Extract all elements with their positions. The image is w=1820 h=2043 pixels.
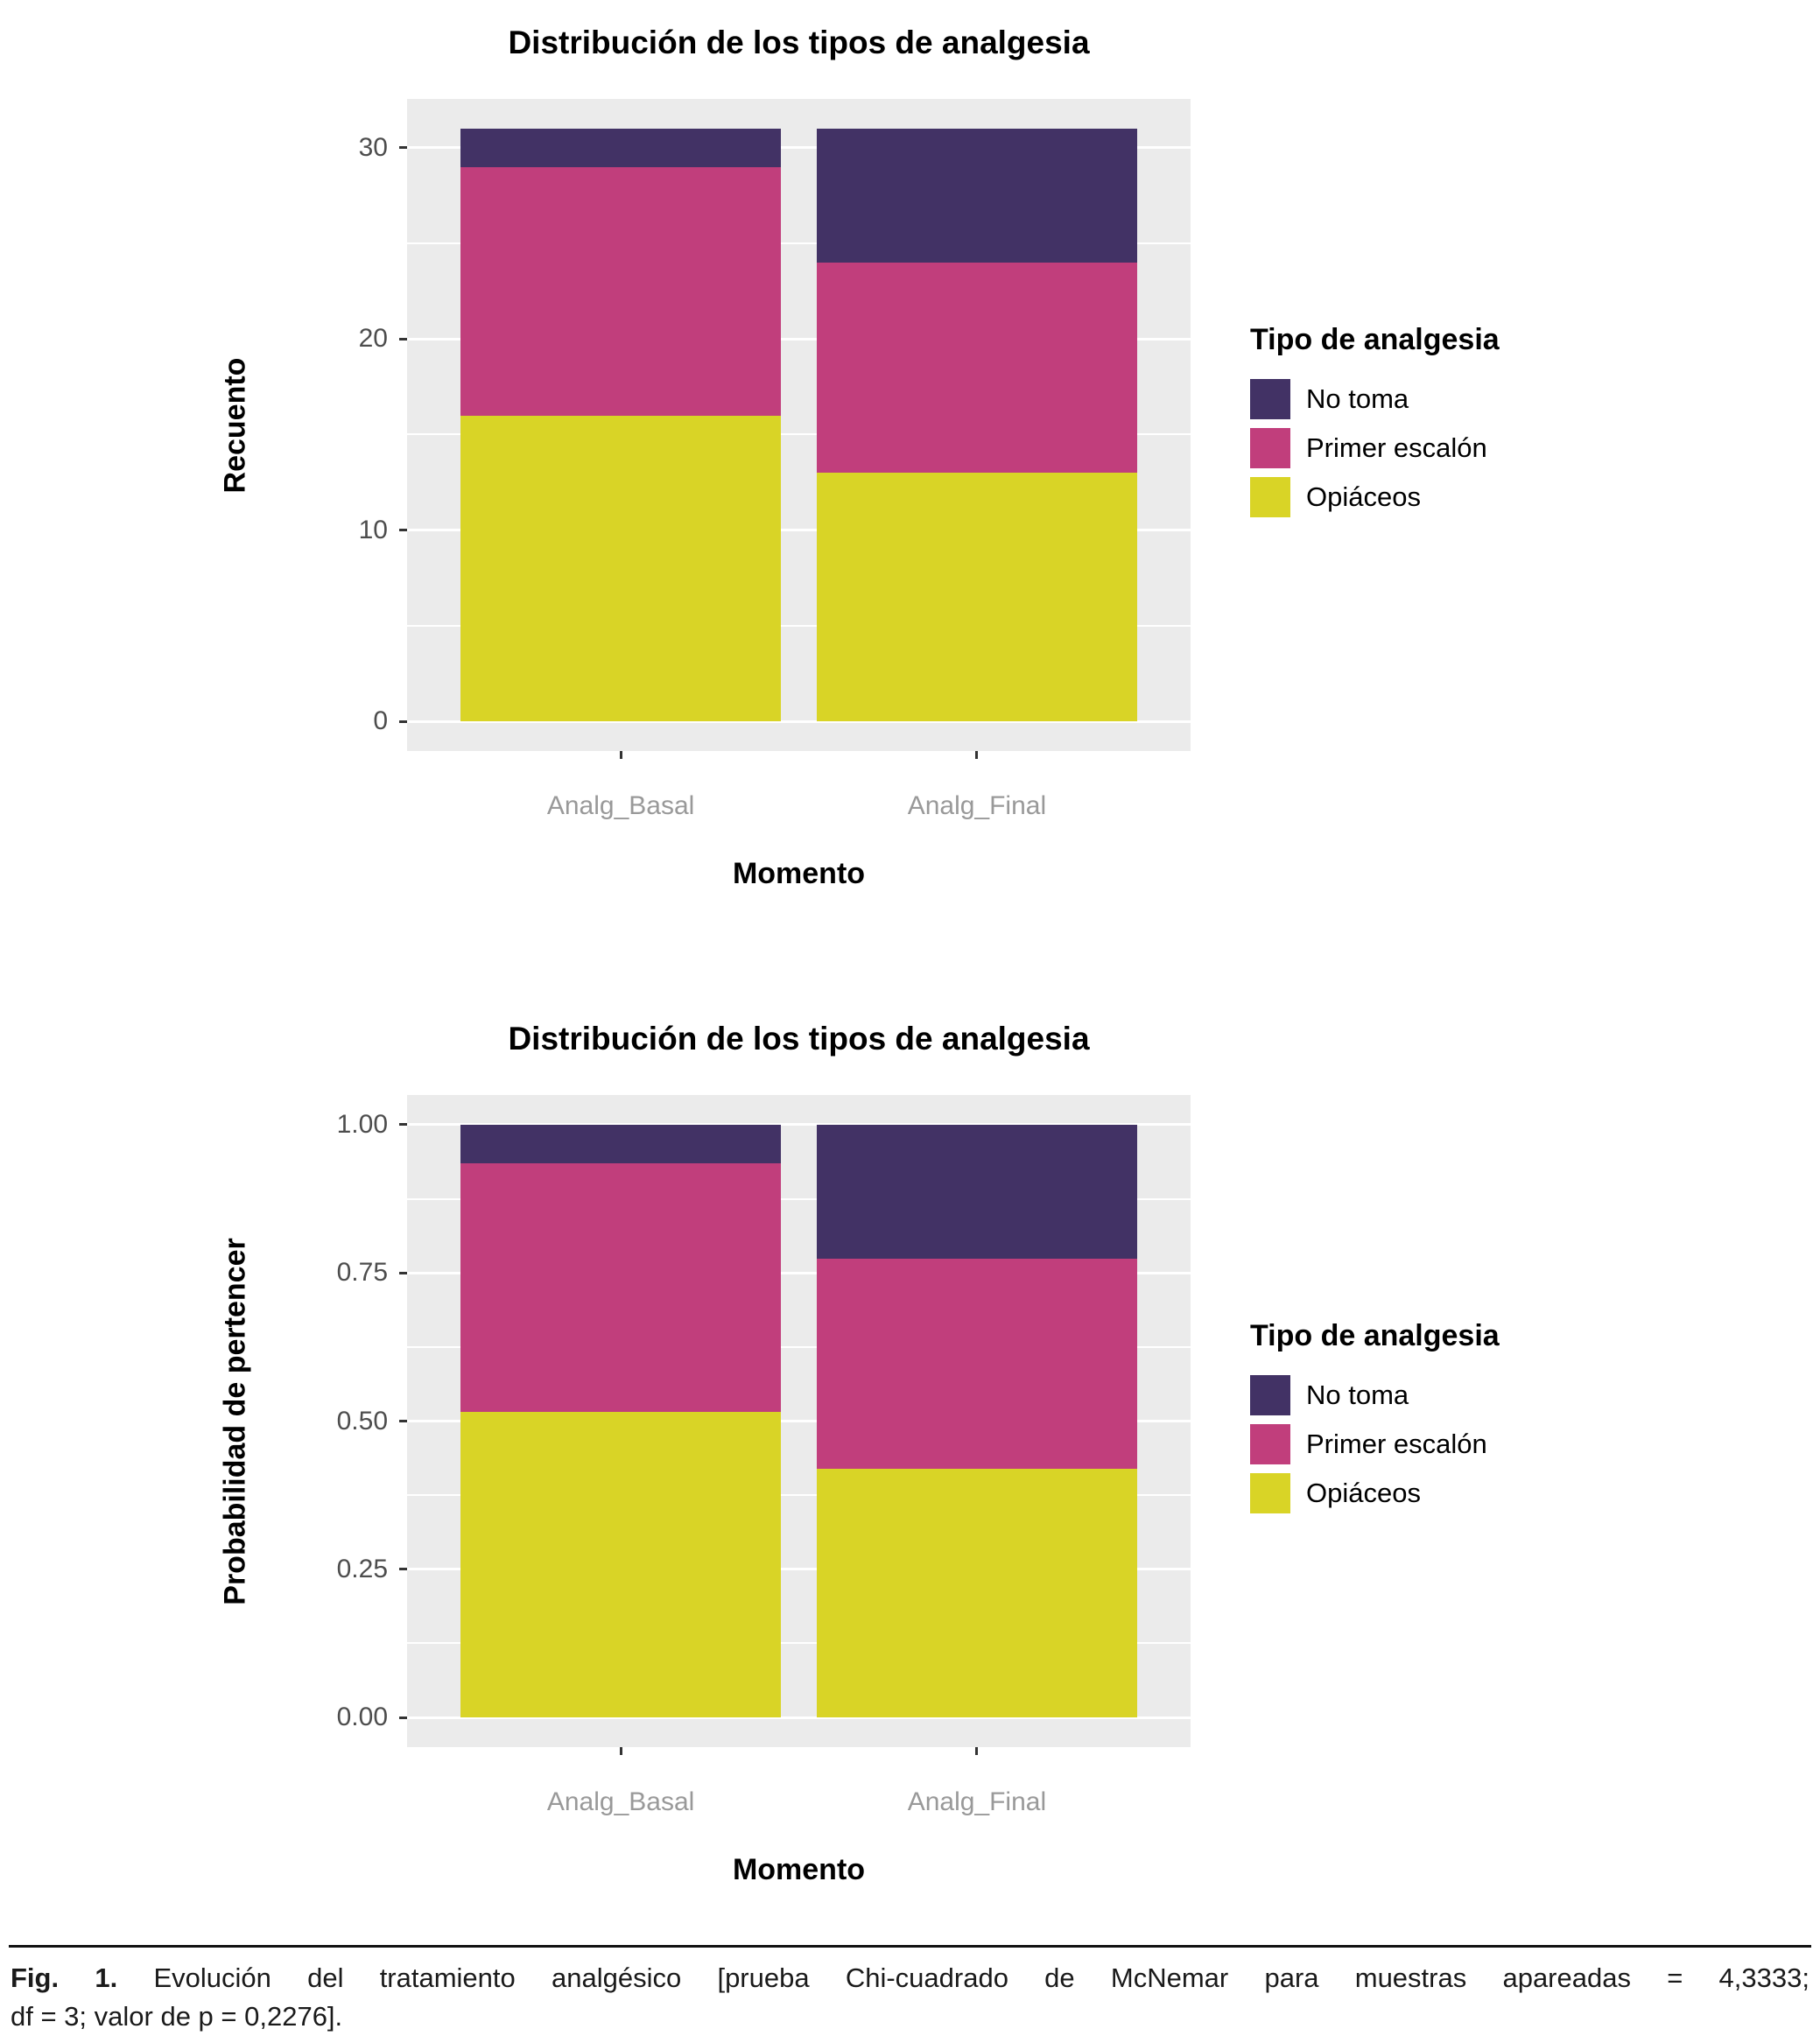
bar-segment-analg-final-opiaceos — [816, 1469, 1137, 1718]
x-axis-tick — [975, 1747, 979, 1755]
legend-entry-no-toma: No toma — [1250, 375, 1500, 424]
chart-title: Distribución de los tipos de analgesia — [508, 25, 1090, 60]
legend-title: Tipo de analgesia — [1250, 322, 1500, 356]
minor-gridline — [407, 433, 1191, 436]
bar-segment-analg-final-primer-escalon — [816, 262, 1137, 474]
figure-caption-line2: df = 3; valor de p = 0,2276]. — [11, 2001, 343, 2032]
legend: Tipo de analgesia No toma Primer escalón Op… — [1250, 1319, 1500, 1518]
x-axis-tick-label: Analg_Final — [907, 1787, 1047, 1816]
y-axis-tick — [399, 529, 407, 532]
bar-segment-analg-final-primer-escalon — [816, 1258, 1137, 1470]
legend-entry-label: Opiáceos — [1306, 481, 1421, 512]
y-axis-tick — [399, 720, 407, 723]
x-axis-tick-label: Analg_Basal — [546, 791, 695, 820]
major-gridline — [407, 146, 1191, 150]
x-axis-tick — [619, 1747, 622, 1755]
legend-entry-label: Primer escalón — [1306, 1428, 1487, 1459]
legend-entry-label: No toma — [1306, 383, 1409, 414]
figure-caption-text: Evolución del tratamiento analgésico [pr… — [153, 1962, 1809, 1993]
bar-segment-analg-basal-opiaceos — [460, 1411, 782, 1718]
minor-gridline — [407, 1494, 1191, 1497]
y-axis-tick-label: 0.25 — [336, 1554, 388, 1583]
legend-swatch-opiaceos — [1250, 1472, 1290, 1513]
y-axis-tick-label: 0 — [373, 706, 388, 736]
bar-segment-analg-final-no-toma — [816, 1124, 1137, 1259]
bar-segment-analg-basal-no-toma — [460, 128, 782, 167]
y-axis-title: Recuento — [218, 357, 251, 493]
legend-entry-primer-escalon: Primer escalón — [1250, 424, 1500, 473]
bar-segment-analg-basal-primer-escalon — [460, 166, 782, 416]
minor-gridline — [407, 624, 1191, 627]
legend-entry-opiaceos: Opiáceos — [1250, 473, 1500, 522]
legend: Tipo de analgesia No toma Primer escalón Op… — [1250, 323, 1500, 522]
y-axis-tick-label: 0.75 — [336, 1258, 388, 1288]
y-axis-tick — [399, 1716, 407, 1719]
caption-divider — [9, 1945, 1811, 1948]
legend-entry-opiaceos: Opiáceos — [1250, 1469, 1500, 1518]
legend-swatch-no-toma — [1250, 1374, 1290, 1415]
figure-caption-label: Fig. 1. — [11, 1962, 118, 1993]
figure-caption-line1: Fig. 1. Evolución del tratamiento analgé… — [11, 1959, 1809, 1997]
y-axis-tick-label: 30 — [358, 132, 388, 162]
y-axis-tick — [399, 1123, 407, 1127]
minor-gridline — [407, 1197, 1191, 1200]
legend-entry-label: Primer escalón — [1306, 432, 1487, 463]
legend-entry-label: Opiáceos — [1306, 1477, 1421, 1508]
bar-segment-analg-final-no-toma — [816, 128, 1137, 263]
major-gridline — [407, 1716, 1191, 1719]
major-gridline — [407, 337, 1191, 340]
plot-panel — [407, 99, 1191, 751]
legend-entry-label: No toma — [1306, 1379, 1409, 1410]
major-gridline — [407, 529, 1191, 532]
x-axis-tick-label: Analg_Final — [907, 791, 1047, 820]
major-gridline — [407, 1123, 1191, 1127]
major-gridline — [407, 720, 1191, 723]
bar-segment-analg-basal-primer-escalon — [460, 1162, 782, 1412]
minor-gridline — [407, 1345, 1191, 1348]
x-axis-tick-label: Analg_Basal — [546, 1787, 695, 1816]
chart-title: Distribución de los tipos de analgesia — [508, 1021, 1090, 1057]
legend-swatch-primer-escalon — [1250, 1423, 1290, 1464]
legend-entry-no-toma: No toma — [1250, 1371, 1500, 1420]
y-axis-tick-label: 20 — [358, 324, 388, 354]
minor-gridline — [407, 1642, 1191, 1645]
figure-caption: Fig. 1. Evolución del tratamiento analgé… — [11, 1959, 1809, 2036]
y-axis-tick-label: 1.00 — [336, 1109, 388, 1139]
legend-swatch-primer-escalon — [1250, 427, 1290, 468]
major-gridline — [407, 1568, 1191, 1571]
y-axis-tick — [399, 337, 407, 340]
legend-entry-primer-escalon: Primer escalón — [1250, 1420, 1500, 1469]
major-gridline — [407, 1271, 1191, 1274]
plot-panel — [407, 1095, 1191, 1747]
y-axis-tick-label: 10 — [358, 515, 388, 544]
y-axis-tick — [399, 1420, 407, 1422]
legend-swatch-no-toma — [1250, 378, 1290, 419]
chart-probabilidad: Distribución de los tipos de analgesia 0.… — [0, 1003, 1820, 1983]
x-axis-title: Momento — [732, 857, 866, 890]
y-axis-tick-label: 0.50 — [336, 1406, 388, 1436]
legend-swatch-opiaceos — [1250, 476, 1290, 517]
y-axis-tick — [399, 1568, 407, 1571]
y-axis-tick-label: 0.00 — [336, 1702, 388, 1732]
bar-segment-analg-basal-opiaceos — [460, 415, 782, 722]
y-axis-tick — [399, 1271, 407, 1274]
major-gridline — [407, 1420, 1191, 1422]
bar-segment-analg-basal-no-toma — [460, 1124, 782, 1163]
x-axis-tick — [619, 751, 622, 759]
x-axis-tick — [975, 751, 979, 759]
x-axis-title: Momento — [732, 1853, 866, 1886]
legend-title: Tipo de analgesia — [1250, 1318, 1500, 1352]
bar-segment-analg-final-opiaceos — [816, 473, 1137, 722]
chart-recuento: Distribución de los tipos de analgesia 0 1… — [0, 7, 1820, 987]
minor-gridline — [407, 242, 1191, 244]
y-axis-title: Probabilidad de pertencer — [218, 1237, 251, 1605]
y-axis-tick — [399, 146, 407, 150]
